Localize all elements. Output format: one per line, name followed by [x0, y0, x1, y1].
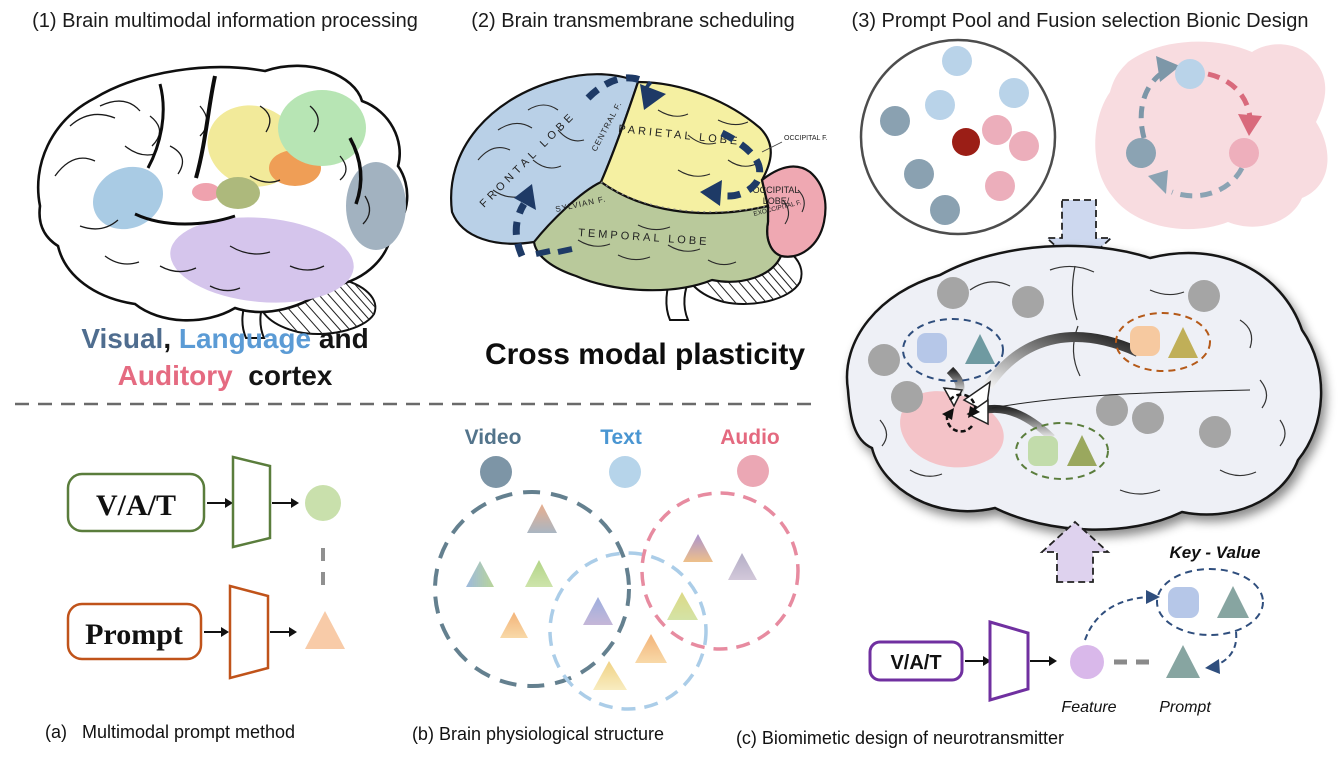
scheduling-arrows — [512, 74, 764, 258]
modality-group-orange — [1115, 312, 1211, 372]
occipital-label-2: LOBE/ — [763, 196, 790, 206]
up-arrow — [1039, 520, 1111, 583]
value-triangle — [1067, 435, 1097, 466]
ribbon-arrow-orange — [983, 332, 1141, 389]
caption-c: (c) Biomimetic design of neurotransmitte… — [735, 728, 1065, 748]
thin-arrow-line — [991, 389, 1251, 409]
caption-b: (b) Brain physiological structure — [411, 724, 665, 744]
arrowhead — [291, 498, 299, 508]
bionic-brain — [845, 244, 1323, 531]
text-cluster-circle — [548, 551, 708, 711]
cycle-arrowhead — [1156, 56, 1180, 82]
arrowhead — [1049, 656, 1057, 666]
vat-label: V/A/T — [96, 489, 176, 522]
cycle-dot-text — [1175, 59, 1205, 89]
key-value-label: Key - Value — [1169, 543, 1260, 562]
value-triangle — [1217, 586, 1249, 618]
vat-box — [868, 640, 964, 682]
key-value-ellipse — [1156, 568, 1264, 636]
neurotransmitter-design: Key - Value V/A/T Feature Prompt — [868, 543, 1264, 716]
cycle-arrowhead — [1148, 170, 1168, 194]
query-arrow — [1084, 596, 1149, 641]
inactive-prompt-dots — [868, 277, 1231, 448]
encoder-trapezoid-green — [231, 455, 272, 549]
panel1-title: (1) Brain multimodal information process… — [32, 10, 418, 32]
key-square — [1028, 436, 1058, 466]
lobes — [450, 73, 827, 292]
encoder-trapezoid — [988, 620, 1030, 702]
region-green — [278, 90, 366, 166]
feature-circle-green — [305, 485, 341, 521]
feature-circle — [1070, 645, 1104, 679]
video-label: Video — [465, 426, 522, 449]
gyri-lines — [54, 100, 371, 292]
video-dot — [480, 456, 512, 488]
arrowhead — [225, 498, 233, 508]
multimodal-prompt-method: V/A/T Prompt — [66, 455, 345, 680]
prompt-box — [66, 602, 203, 661]
value-triangle — [965, 334, 995, 364]
audio-label: Audio — [720, 426, 779, 449]
fusion-selection-blob — [1095, 41, 1328, 230]
audio-dot — [737, 455, 769, 487]
cortex-regions — [92, 90, 406, 303]
panel2-title: (2) Brain transmembrane scheduling — [471, 10, 795, 32]
occipital-fissure-label: OCCIPITAL F. — [784, 135, 828, 142]
key-square — [917, 333, 947, 363]
occipital-label-1: OCCIPITAL — [753, 185, 800, 195]
modality-group-green — [1015, 422, 1109, 480]
cycle-dot-audio — [1229, 138, 1259, 168]
prompt-triangle-peach — [305, 611, 345, 649]
panel2-caption: Cross modal plasticity — [484, 338, 806, 371]
prompt-triangle — [1166, 645, 1200, 678]
feature-label: Feature — [1061, 699, 1116, 716]
arrowhead — [289, 627, 297, 637]
visual-word: Visual — [81, 323, 164, 354]
label-leader-line — [761, 141, 783, 153]
prompt-pool-dots — [880, 46, 1039, 225]
audio-cluster-circle — [640, 491, 800, 651]
language-word: Language — [178, 323, 312, 354]
vat-box — [66, 472, 206, 533]
encoder-trapezoid-orange — [228, 584, 270, 680]
video-cluster-circle — [433, 490, 631, 688]
region-gray-occipital — [346, 162, 406, 250]
region-blue-language — [92, 166, 164, 230]
caption-a: (a) Multimodal prompt method — [44, 722, 296, 742]
region-olive — [216, 177, 260, 209]
region-purple-temporal — [170, 217, 354, 303]
selected-prompt-dot — [952, 128, 980, 156]
pink-blob — [1095, 41, 1328, 230]
arrowhead — [983, 656, 991, 666]
arrowhead — [221, 627, 229, 637]
prompt-triangles — [466, 504, 757, 690]
text-label: Text — [600, 426, 642, 449]
sulci-bold-lines — [134, 75, 363, 226]
modality-group-navy — [902, 318, 1004, 382]
brain-physiological-structure: Video Text Audio — [433, 426, 800, 711]
panel1-caption: Visual, Language and Auditory cortex — [81, 323, 369, 391]
vat-label: V/A/T — [890, 652, 941, 674]
panel3-title: (3) Prompt Pool and Fusion selection Bio… — [851, 10, 1309, 32]
value-triangle — [1168, 327, 1198, 358]
cycle-dot-video — [1126, 138, 1156, 168]
cycle-arrowhead — [1238, 114, 1262, 136]
fusion-cycle-arrows — [942, 393, 980, 433]
ribbon-arrow-green — [983, 404, 1055, 441]
text-dot — [609, 456, 641, 488]
brain-lobes-illustration: FRONTAL LOBE CENTRAL F. PARIETAL LOBE SY… — [450, 73, 828, 321]
auditory-word: Auditory — [117, 360, 233, 391]
prompt-pool — [859, 38, 1057, 236]
brain-squiggles — [879, 265, 1286, 495]
region-pink-auditory — [192, 183, 220, 201]
gyri-lines — [477, 104, 805, 266]
prompt-box-label: Prompt — [85, 618, 183, 651]
brain-multimodal-illustration — [36, 64, 409, 339]
prompt-label: Prompt — [1159, 699, 1211, 716]
key-square — [1130, 326, 1160, 356]
key-square — [1168, 587, 1199, 618]
